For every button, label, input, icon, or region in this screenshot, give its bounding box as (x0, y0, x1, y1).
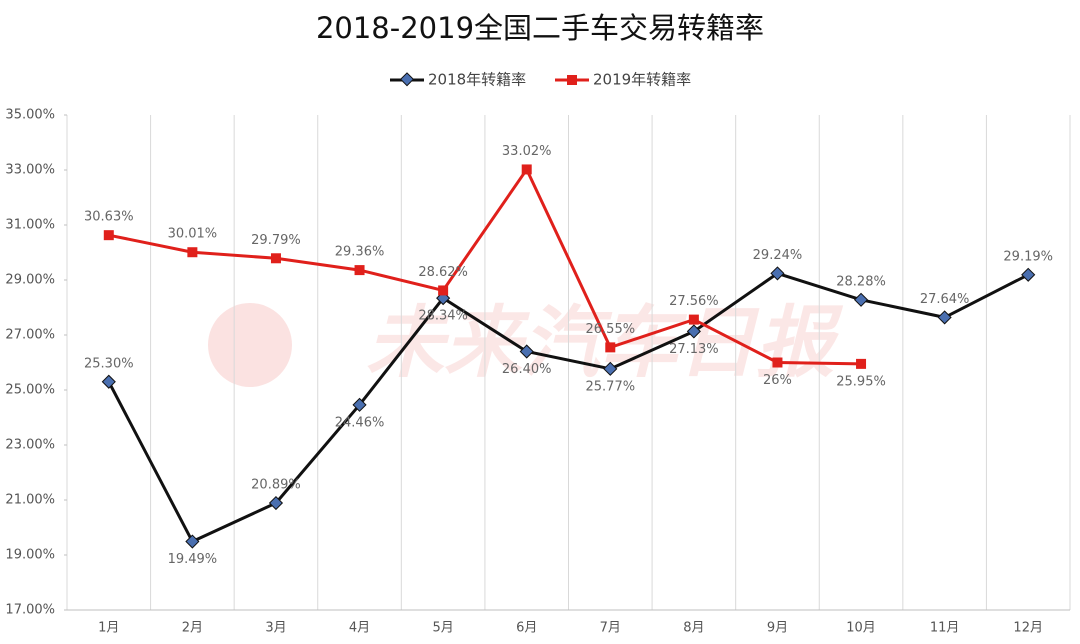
value-label: 25.30% (84, 356, 134, 371)
x-tick-label: 2月 (182, 621, 203, 636)
marker (1021, 267, 1036, 282)
value-label: 19.49% (168, 552, 218, 567)
y-tick-label: 19.00% (5, 548, 55, 563)
value-label: 26% (763, 373, 792, 388)
x-tick-label: 4月 (349, 621, 370, 636)
marker (856, 358, 867, 369)
value-label: 27.56% (669, 294, 719, 309)
y-tick-label: 29.00% (5, 273, 55, 288)
value-label: 26.40% (502, 362, 552, 377)
marker (521, 164, 532, 175)
marker (187, 247, 198, 258)
value-label: 27.64% (920, 292, 970, 307)
x-tick-label: 6月 (516, 621, 537, 636)
value-label: 33.02% (502, 144, 552, 159)
chart-title: 2018-2019全国二手车交易转籍率 (316, 11, 764, 45)
y-tick-label: 27.00% (5, 328, 55, 343)
value-label: 29.36% (335, 245, 385, 260)
value-label: 25.77% (586, 379, 636, 394)
y-tick-label: 31.00% (5, 218, 55, 233)
marker (937, 310, 952, 325)
value-label: 28.34% (418, 309, 468, 324)
marker (772, 357, 783, 368)
marker (103, 230, 114, 241)
y-tick-label: 33.00% (5, 163, 55, 178)
value-label: 29.19% (1003, 249, 1053, 264)
value-label: 24.46% (335, 415, 385, 430)
legend-marker (399, 72, 415, 87)
marker (270, 253, 281, 264)
x-tick-label: 10月 (846, 621, 876, 636)
value-label: 28.62% (418, 265, 468, 280)
series-line (108, 166, 862, 366)
x-tick-label: 12月 (1013, 621, 1043, 636)
y-tick-label: 21.00% (5, 493, 55, 508)
value-label: 29.79% (251, 233, 301, 248)
marker (770, 266, 785, 281)
value-label: 30.63% (84, 210, 134, 225)
marker (438, 285, 449, 296)
legend-marker (567, 75, 577, 85)
x-tick-label: 5月 (432, 621, 453, 636)
series-line (107, 271, 1029, 544)
marker (354, 265, 365, 276)
value-label: 20.89% (251, 478, 301, 493)
value-label: 27.13% (669, 342, 719, 357)
value-label: 29.24% (753, 248, 803, 263)
value-label: 26.55% (586, 322, 636, 337)
marker (519, 344, 534, 359)
x-tick-label: 11月 (930, 621, 960, 636)
marker (603, 361, 618, 376)
x-tick-label: 3月 (265, 621, 286, 636)
watermark-logo (208, 303, 292, 387)
marker (185, 534, 200, 549)
marker (101, 374, 116, 389)
value-label: 30.01% (168, 227, 218, 242)
y-tick-label: 35.00% (5, 108, 55, 123)
marker (352, 397, 367, 412)
marker (605, 342, 616, 353)
marker (268, 495, 284, 511)
marker (688, 314, 699, 325)
x-tick-label: 7月 (600, 621, 621, 636)
y-tick-label: 17.00% (5, 603, 55, 618)
y-tick-label: 23.00% (5, 438, 55, 453)
x-tick-label: 9月 (767, 621, 788, 636)
x-tick-label: 1月 (98, 621, 119, 636)
value-label: 28.28% (836, 274, 886, 289)
marker (853, 292, 869, 307)
value-label: 25.95% (836, 374, 886, 389)
watermark: 未来汽车日报 (366, 298, 844, 388)
marker (686, 324, 701, 339)
legend-label: 2018年转籍率 (428, 71, 526, 89)
y-tick-label: 25.00% (5, 383, 55, 398)
x-tick-label: 8月 (683, 621, 704, 636)
legend-label: 2019年转籍率 (593, 71, 691, 89)
